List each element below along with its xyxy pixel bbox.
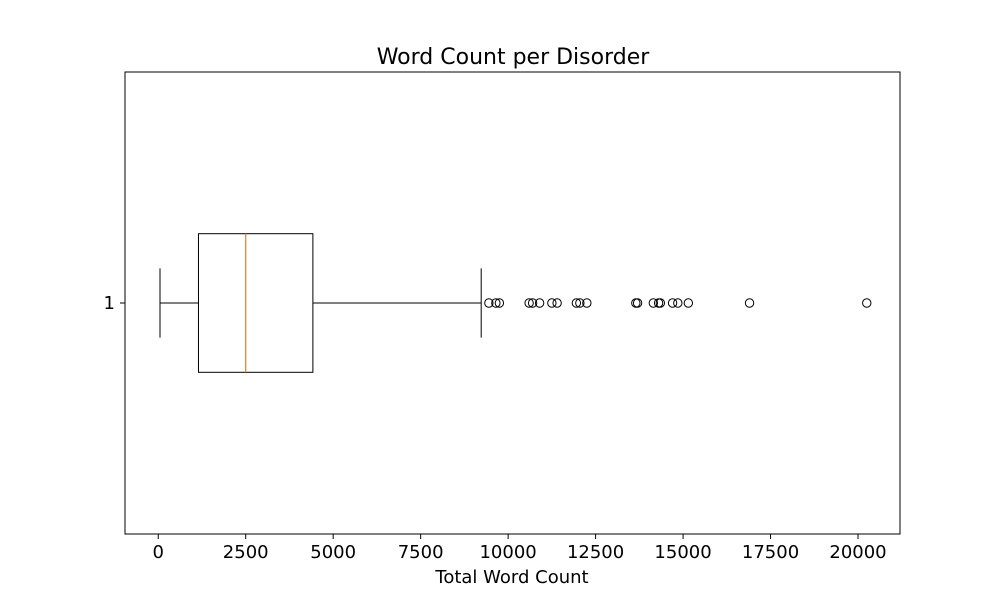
x-tick-label: 17500 [742, 542, 799, 563]
x-tick-label: 2500 [223, 542, 269, 563]
outlier-point [683, 298, 694, 308]
outlier-point [534, 298, 545, 308]
outlier-point [648, 298, 659, 308]
outlier-point [552, 298, 562, 308]
outlier-point [582, 298, 592, 308]
outlier-point [491, 298, 501, 308]
x-tick-label: 20000 [829, 542, 886, 563]
outlier-point [527, 298, 538, 308]
outlier-point [547, 298, 557, 308]
x-tick-label: 5000 [310, 542, 356, 563]
outlier-point [571, 298, 582, 308]
outlier-point [862, 298, 872, 308]
x-axis: 0 2500 5000 7500 10000 12500 15000 17500 20000 [153, 534, 887, 563]
outlier-point [667, 298, 678, 308]
chart-title: Word Count per Disorder [377, 45, 651, 70]
outlier-point [524, 298, 534, 308]
x-axis-label: Total Word Count [434, 567, 588, 588]
x-tick-label: 7500 [398, 542, 444, 563]
outlier-point [575, 298, 585, 308]
outlier-point [632, 298, 643, 308]
plot-area [159, 233, 872, 373]
y-tick-label: 1 [104, 293, 115, 314]
interquartile-box [197, 233, 314, 373]
x-tick-label: 12500 [567, 542, 624, 563]
y-axis: 1 [104, 293, 125, 314]
outlier-point [484, 298, 494, 308]
outlier-point [494, 298, 505, 308]
x-tick-label: 10000 [479, 542, 536, 563]
outlier-point [655, 298, 666, 308]
outlier-point [744, 298, 755, 308]
x-tick-label: 15000 [654, 542, 711, 563]
outlier-point [673, 298, 683, 308]
x-tick-label: 0 [153, 542, 164, 563]
